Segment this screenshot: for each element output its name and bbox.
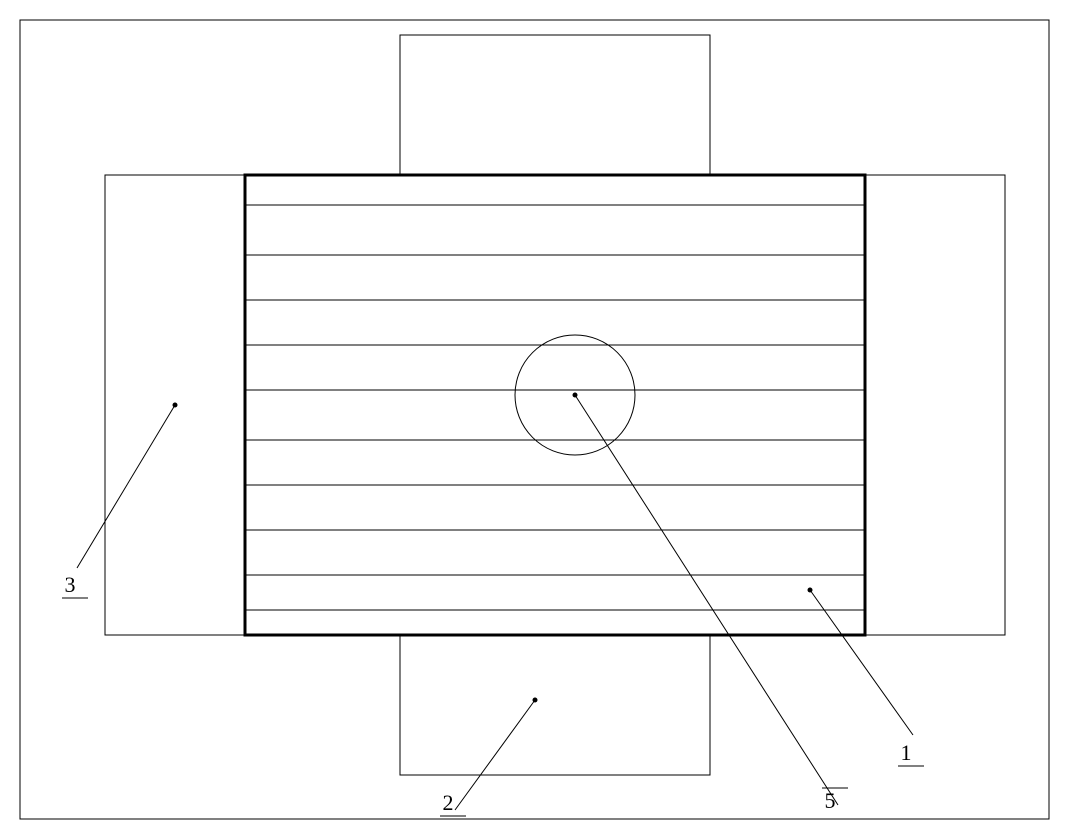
- callout-label-1: 1: [901, 740, 912, 765]
- callout-label-3: 3: [65, 572, 76, 597]
- callout-label-5: 5: [825, 788, 836, 813]
- callout-dot-2: [533, 698, 538, 703]
- callout-label-2: 2: [443, 790, 454, 815]
- callout-dot-1: [808, 588, 813, 593]
- technical-diagram: 3 2 1 5: [0, 0, 1069, 839]
- callout-dot-5: [573, 393, 578, 398]
- callout-dot-3: [173, 403, 178, 408]
